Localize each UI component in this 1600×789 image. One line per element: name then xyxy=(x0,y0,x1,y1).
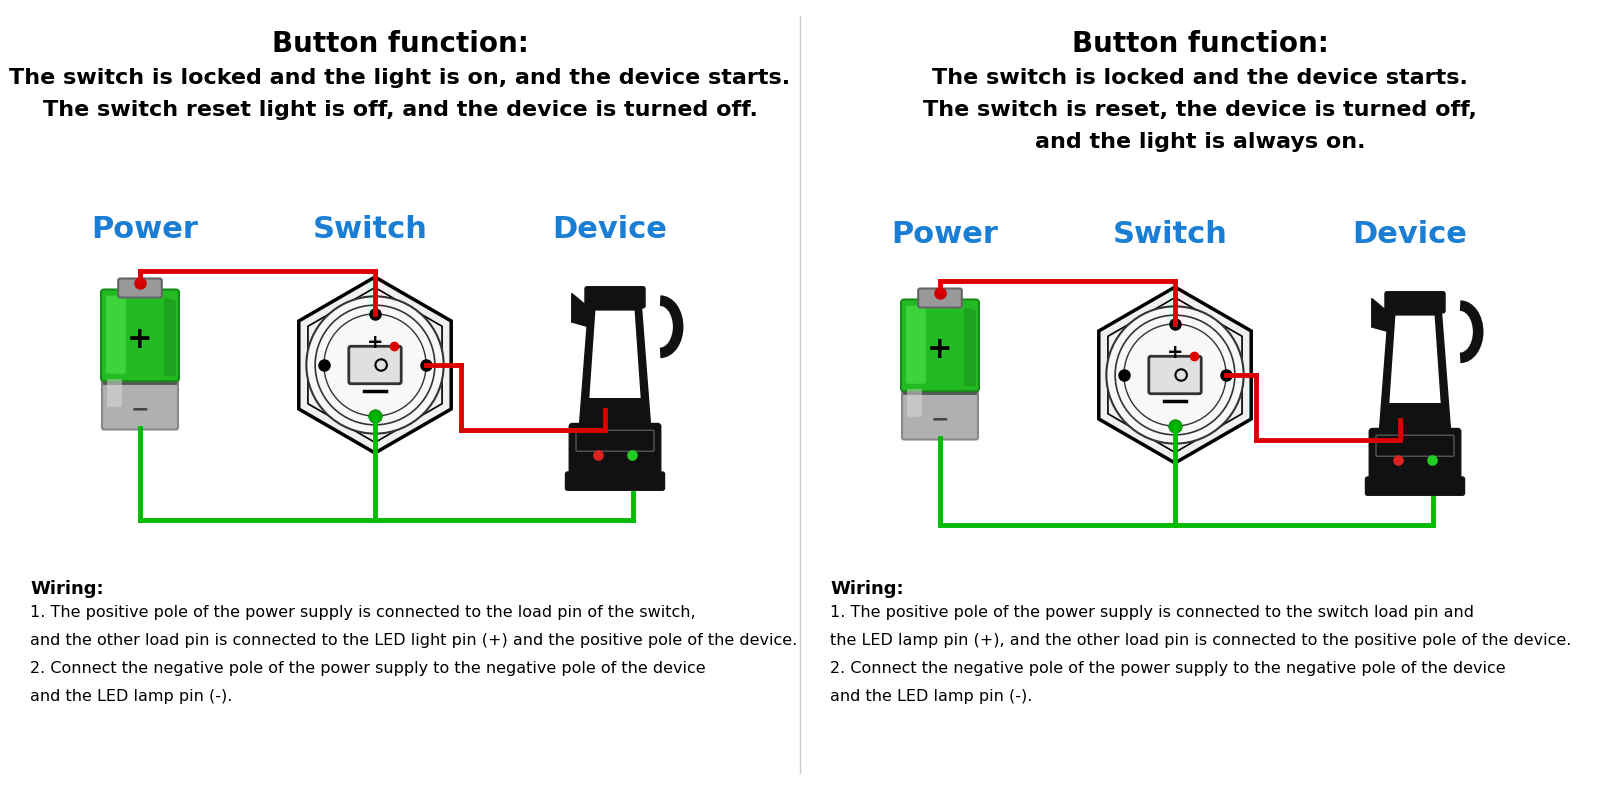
Text: −: − xyxy=(931,409,949,429)
Polygon shape xyxy=(165,297,176,376)
Polygon shape xyxy=(1107,297,1242,452)
Text: Button function:: Button function: xyxy=(272,30,528,58)
Text: +: + xyxy=(926,335,954,365)
Text: 2. Connect the negative pole of the power supply to the negative pole of the dev: 2. Connect the negative pole of the powe… xyxy=(830,661,1506,676)
Circle shape xyxy=(1123,324,1226,426)
FancyBboxPatch shape xyxy=(349,346,402,383)
Polygon shape xyxy=(1379,308,1451,432)
FancyBboxPatch shape xyxy=(106,296,126,374)
FancyBboxPatch shape xyxy=(1386,292,1445,313)
Text: Switch: Switch xyxy=(312,215,427,244)
Circle shape xyxy=(323,314,426,416)
Circle shape xyxy=(315,305,435,424)
FancyBboxPatch shape xyxy=(906,305,926,383)
Text: +: + xyxy=(366,333,384,352)
Text: the LED lamp pin (+), and the other load pin is connected to the positive pole o: the LED lamp pin (+), and the other load… xyxy=(830,633,1571,648)
FancyBboxPatch shape xyxy=(101,290,179,381)
Text: Power: Power xyxy=(91,215,198,244)
FancyBboxPatch shape xyxy=(918,289,962,308)
FancyBboxPatch shape xyxy=(901,300,979,391)
Text: Device: Device xyxy=(552,215,667,244)
Text: +: + xyxy=(1166,342,1184,361)
Polygon shape xyxy=(579,303,651,427)
Text: 1. The positive pole of the power supply is connected to the switch load pin and: 1. The positive pole of the power supply… xyxy=(830,605,1474,620)
Polygon shape xyxy=(589,311,640,398)
Text: 1. The positive pole of the power supply is connected to the load pin of the swi: 1. The positive pole of the power supply… xyxy=(30,605,696,620)
FancyBboxPatch shape xyxy=(107,380,122,407)
Polygon shape xyxy=(1389,316,1440,403)
Text: and the light is always on.: and the light is always on. xyxy=(1035,132,1365,152)
Text: and the other load pin is connected to the LED light pin (+) and the positive po: and the other load pin is connected to t… xyxy=(30,633,797,648)
Text: and the LED lamp pin (-).: and the LED lamp pin (-). xyxy=(830,689,1032,704)
Text: 2. Connect the negative pole of the power supply to the negative pole of the dev: 2. Connect the negative pole of the powe… xyxy=(30,661,706,676)
Text: Wiring:: Wiring: xyxy=(30,580,104,598)
Polygon shape xyxy=(1099,287,1251,463)
FancyBboxPatch shape xyxy=(570,424,661,482)
Text: The switch reset light is off, and the device is turned off.: The switch reset light is off, and the d… xyxy=(43,100,757,120)
Text: and the LED lamp pin (-).: and the LED lamp pin (-). xyxy=(30,689,232,704)
Text: Button function:: Button function: xyxy=(1072,30,1328,58)
FancyBboxPatch shape xyxy=(576,430,654,451)
Text: The switch is reset, the device is turned off,: The switch is reset, the device is turne… xyxy=(923,100,1477,120)
FancyBboxPatch shape xyxy=(102,374,178,429)
FancyBboxPatch shape xyxy=(902,384,978,439)
FancyBboxPatch shape xyxy=(902,385,978,395)
Circle shape xyxy=(1115,315,1235,435)
Polygon shape xyxy=(963,308,976,386)
Polygon shape xyxy=(299,277,451,453)
FancyBboxPatch shape xyxy=(1376,436,1454,456)
FancyBboxPatch shape xyxy=(118,279,162,297)
Text: −: − xyxy=(131,399,149,420)
Text: Wiring:: Wiring: xyxy=(830,580,904,598)
FancyBboxPatch shape xyxy=(586,286,645,308)
Polygon shape xyxy=(1371,298,1389,331)
FancyBboxPatch shape xyxy=(565,472,664,490)
Text: +: + xyxy=(126,325,154,354)
FancyBboxPatch shape xyxy=(907,389,922,417)
FancyBboxPatch shape xyxy=(1149,357,1202,394)
Polygon shape xyxy=(307,287,442,443)
Text: Device: Device xyxy=(1352,220,1467,249)
FancyBboxPatch shape xyxy=(1365,477,1464,495)
Circle shape xyxy=(1106,306,1243,443)
FancyBboxPatch shape xyxy=(102,376,178,385)
Text: Power: Power xyxy=(891,220,998,249)
Circle shape xyxy=(306,297,443,434)
Text: The switch is locked and the light is on, and the device starts.: The switch is locked and the light is on… xyxy=(10,68,790,88)
Polygon shape xyxy=(571,294,589,327)
FancyBboxPatch shape xyxy=(1370,428,1461,487)
Text: The switch is locked and the device starts.: The switch is locked and the device star… xyxy=(933,68,1467,88)
Text: Switch: Switch xyxy=(1112,220,1227,249)
